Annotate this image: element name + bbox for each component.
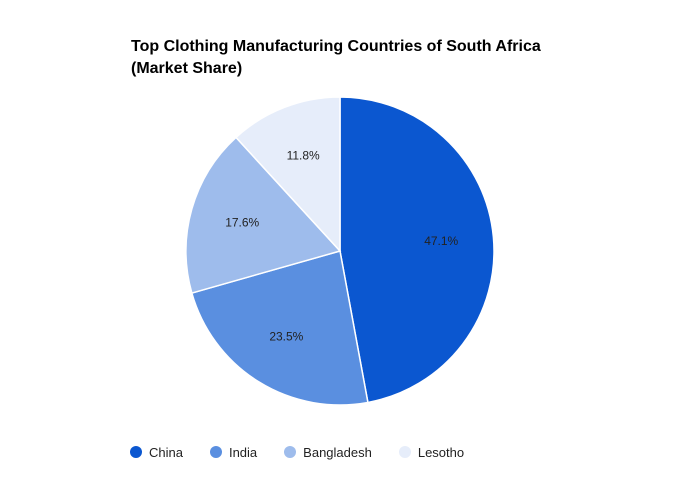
pie-labels: 47.1% 23.5% 17.6% 11.8% — [225, 148, 458, 343]
legend-label-bangladesh: Bangladesh — [303, 444, 372, 460]
pie-slices — [185, 96, 495, 406]
pie-data-label-lesotho: 11.8% — [287, 148, 320, 162]
legend-swatch-bangladesh — [284, 446, 297, 458]
chart-title-line-2: (Market Share) — [131, 60, 243, 77]
pie-data-label-china: 47.1% — [424, 234, 458, 248]
chart-legend: China India Bangladesh Lesotho — [130, 443, 491, 461]
pie-data-label-india: 23.5% — [269, 329, 303, 343]
legend-label-lesotho: Lesotho — [417, 444, 465, 460]
pie-data-label-bangladesh: 17.6% — [225, 215, 259, 229]
legend-label-china: China — [149, 444, 183, 460]
legend-swatch-lesotho — [398, 446, 411, 458]
legend-label-india: India — [228, 444, 258, 460]
chart-title: Top Clothing Manufacturing Countries of … — [131, 36, 591, 80]
legend-item-india[interactable]: India — [209, 444, 258, 460]
pie-slice-india[interactable] — [190, 250, 369, 406]
legend-swatch-china — [130, 446, 142, 458]
legend-item-lesotho[interactable]: Lesotho — [398, 444, 465, 460]
pie-slice-lesotho[interactable] — [234, 96, 341, 253]
chart-title-line-1: Top Clothing Manufacturing Countries of … — [131, 38, 541, 55]
legend-item-china[interactable]: China — [130, 445, 183, 460]
legend-swatch-india — [209, 446, 222, 458]
legend-item-bangladesh[interactable]: Bangladesh — [284, 445, 372, 460]
pie-slice-china[interactable] — [339, 96, 495, 404]
pie-slice-bangladesh[interactable] — [185, 136, 342, 294]
